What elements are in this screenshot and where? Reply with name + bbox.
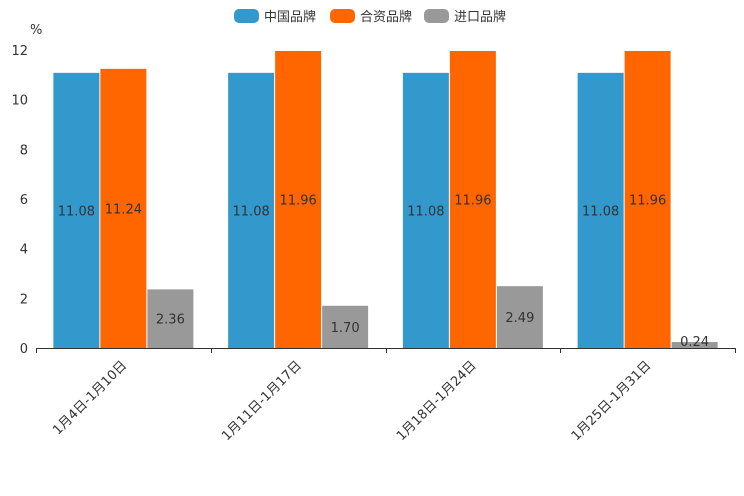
data-label: 11.96 bbox=[454, 193, 491, 208]
legend-swatch-1 bbox=[234, 9, 259, 23]
x-tick-label: 1月11日-1月17日 bbox=[219, 358, 305, 444]
bar-2-1 bbox=[100, 68, 147, 348]
y-tick-label: 0 bbox=[20, 342, 28, 357]
y-tick-label: 2 bbox=[20, 292, 28, 307]
y-axis: 0 2 4 6 8 10 12 bbox=[11, 44, 28, 357]
legend-label-2: 合资品牌 bbox=[360, 9, 412, 25]
y-tick-label: 12 bbox=[11, 44, 28, 59]
data-label: 1.70 bbox=[331, 321, 360, 336]
legend: 中国品牌 合资品牌 进口品牌 bbox=[234, 9, 506, 25]
data-label: 11.96 bbox=[280, 193, 317, 208]
bar-3-2 bbox=[322, 305, 369, 348]
data-label: 11.08 bbox=[233, 204, 270, 219]
bar-3-4 bbox=[671, 342, 718, 348]
y-tick-label: 6 bbox=[20, 193, 28, 208]
x-axis: 1月4日-1月10日 1月11日-1月17日 1月18日-1月24日 1月25日-1月… bbox=[36, 348, 736, 444]
y-tick-label: 10 bbox=[11, 94, 28, 109]
bar-1-3 bbox=[402, 72, 449, 348]
bars: 11.08 11.24 2.36 11.08 11.96 1.70 11.08 11.96 2.… bbox=[53, 50, 718, 350]
legend-swatch-3 bbox=[424, 9, 449, 23]
bar-2-3 bbox=[449, 50, 496, 348]
data-label: 11.08 bbox=[58, 204, 95, 219]
x-tick-label: 1月18日-1月24日 bbox=[394, 358, 480, 444]
y-tick-label: 8 bbox=[20, 143, 28, 158]
data-label: 11.24 bbox=[105, 202, 142, 217]
bar-2-4 bbox=[624, 50, 671, 348]
data-label: 2.49 bbox=[505, 311, 534, 326]
data-label: 11.96 bbox=[629, 193, 666, 208]
y-tick-label: 4 bbox=[20, 243, 28, 258]
bar-2-2 bbox=[275, 50, 322, 348]
legend-swatch-2 bbox=[330, 9, 355, 23]
bar-3-3 bbox=[496, 286, 543, 348]
bar-3-1 bbox=[147, 289, 194, 348]
x-tick-label: 1月25日-1月31日 bbox=[569, 358, 655, 444]
legend-label-3: 进口品牌 bbox=[454, 9, 506, 25]
bar-1-1 bbox=[53, 72, 100, 348]
bar-1-2 bbox=[228, 72, 275, 348]
data-label: 11.08 bbox=[582, 204, 619, 219]
data-label: 11.08 bbox=[407, 204, 444, 219]
legend-label-1: 中国品牌 bbox=[264, 9, 316, 25]
x-tick-label: 1月4日-1月10日 bbox=[50, 358, 130, 438]
data-label: 0.24 bbox=[680, 335, 709, 350]
data-label: 2.36 bbox=[156, 313, 185, 328]
bar-1-4 bbox=[577, 72, 624, 348]
y-axis-unit-label: % bbox=[30, 23, 42, 38]
